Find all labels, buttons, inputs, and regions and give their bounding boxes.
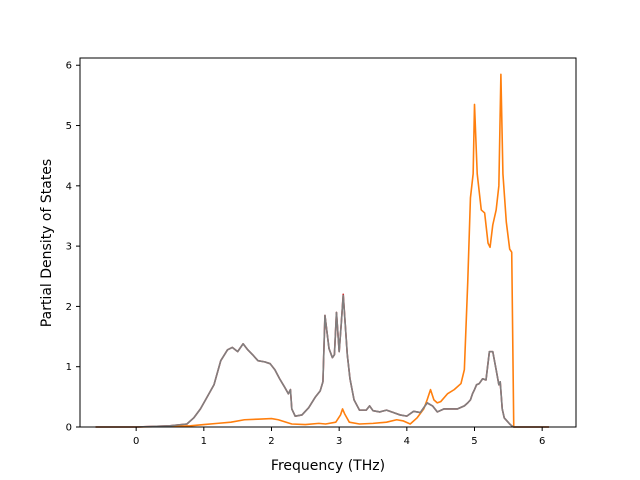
x-tick-label: 1 xyxy=(201,436,207,447)
axes-frame xyxy=(79,57,577,428)
y-tick-label: 0 xyxy=(66,423,72,434)
y-tick-label: 6 xyxy=(66,61,72,72)
x-tick-label: 6 xyxy=(539,436,545,447)
x-tick-label: 0 xyxy=(133,436,139,447)
y-tick-label: 3 xyxy=(66,242,72,253)
y-tick-label: 1 xyxy=(66,362,72,373)
x-tick-label: 5 xyxy=(471,436,477,447)
y-axis-ticks: 0 1 2 3 4 5 6 xyxy=(66,61,80,434)
x-tick-label: 2 xyxy=(268,436,274,447)
series-line-3 xyxy=(95,294,549,428)
plot-area xyxy=(80,58,576,427)
x-tick-label: 3 xyxy=(336,436,342,447)
y-tick-label: 2 xyxy=(66,302,72,313)
x-axis-label: Frequency (THz) xyxy=(271,458,385,474)
y-tick-label: 5 xyxy=(66,121,72,132)
x-tick-label: 4 xyxy=(404,436,410,447)
y-axis-label: Partial Density of States xyxy=(39,159,55,327)
y-tick-label: 4 xyxy=(66,181,72,192)
series-layer xyxy=(95,73,549,428)
x-axis-ticks: 0 1 2 3 4 5 6 xyxy=(133,427,545,447)
